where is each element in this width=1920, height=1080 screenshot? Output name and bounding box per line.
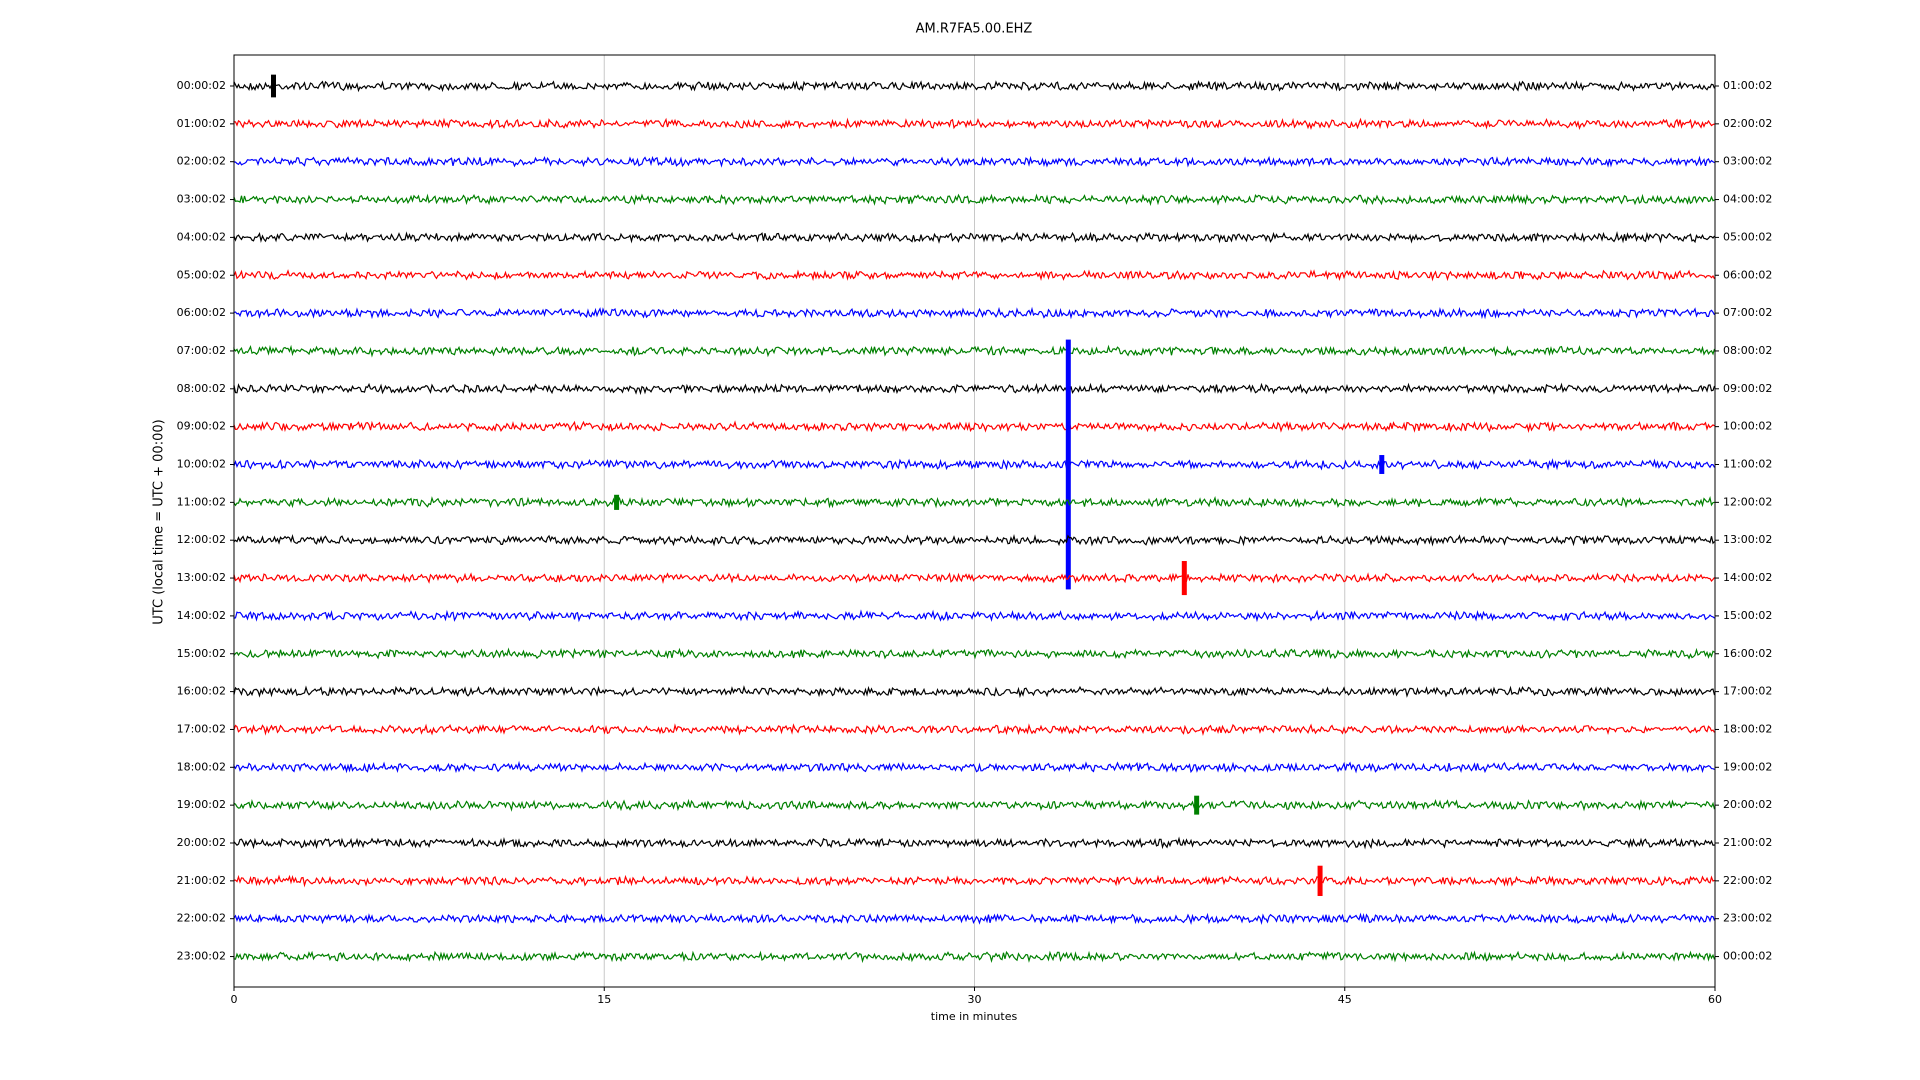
trace-noise: [233, 912, 1716, 925]
trace-noise: [233, 193, 1715, 207]
y-tick-label: 07:00:02: [177, 344, 226, 357]
trace-noise: [233, 836, 1715, 850]
y2-tick-label: 06:00:02: [1723, 268, 1772, 281]
y-tick-label: 22:00:02: [177, 912, 226, 925]
y-tick-label: 20:00:02: [177, 836, 226, 849]
y2-tick-label: 10:00:02: [1723, 420, 1772, 433]
event-burst: [614, 494, 620, 510]
event-burst: [1065, 339, 1071, 590]
y-tick-label: 02:00:02: [177, 155, 226, 168]
y2-tick-label: 12:00:02: [1723, 495, 1772, 508]
event-burst: [1181, 561, 1187, 596]
y-tick-label: 14:00:02: [177, 609, 226, 622]
y2-tick-label: 09:00:02: [1723, 382, 1772, 395]
trace-noise: [233, 231, 1715, 244]
y-tick-label: 08:00:02: [177, 382, 226, 395]
x-tick-label: 30: [968, 993, 982, 1006]
event-burst: [270, 74, 276, 98]
y2-tick-label: 03:00:02: [1723, 155, 1772, 168]
y2-tick-label: 19:00:02: [1723, 760, 1772, 773]
trace-noise: [233, 533, 1715, 547]
x-tick-label: 15: [597, 993, 611, 1006]
x-tick-label: 0: [231, 993, 238, 1006]
y2-tick-label: 17:00:02: [1723, 685, 1772, 698]
y2-tick-label: 21:00:02: [1723, 836, 1772, 849]
y-tick-label: 03:00:02: [177, 193, 226, 206]
y2-tick-label: 01:00:02: [1723, 79, 1772, 92]
trace-noise: [233, 950, 1716, 964]
trace-noise: [233, 495, 1715, 509]
trace-noise: [233, 117, 1715, 130]
trace-noise: [233, 420, 1715, 433]
y2-tick-label: 08:00:02: [1723, 344, 1772, 357]
trace-noise: [233, 155, 1715, 168]
y-tick-label: 11:00:02: [177, 495, 226, 508]
trace-noise: [233, 306, 1716, 320]
y2-tick-label: 15:00:02: [1723, 609, 1772, 622]
chart-title: AM.R7FA5.00.EHZ: [916, 22, 1033, 37]
y2-tick-label: 18:00:02: [1723, 722, 1772, 735]
x-tick-label: 60: [1708, 993, 1722, 1006]
trace-noise: [233, 723, 1716, 737]
plot-frame: [233, 54, 1716, 988]
trace-noise: [233, 344, 1716, 358]
y-tick-label: 01:00:02: [177, 117, 226, 130]
trace-noise: [233, 647, 1715, 660]
y2-tick-label: 22:00:02: [1723, 874, 1772, 887]
y-tick-label: 12:00:02: [177, 533, 226, 546]
y-tick-label: 00:00:02: [177, 79, 226, 92]
y2-tick-label: 13:00:02: [1723, 533, 1772, 546]
trace-noise: [233, 685, 1716, 699]
y-axis-label: UTC (local time = UTC + 00:00): [152, 419, 167, 624]
event-burst: [1317, 865, 1323, 896]
trace-noise: [233, 269, 1716, 282]
event-burst: [1194, 795, 1200, 815]
y-tick-label: 23:00:02: [177, 950, 226, 963]
y-tick-label: 21:00:02: [177, 874, 226, 887]
y-tick-label: 19:00:02: [177, 798, 226, 811]
trace-noise: [233, 874, 1715, 888]
y-tick-label: 09:00:02: [177, 420, 226, 433]
y-tick-label: 10:00:02: [177, 458, 226, 471]
y2-tick-label: 11:00:02: [1723, 458, 1772, 471]
event-burst: [1379, 455, 1385, 474]
y-tick-label: 16:00:02: [177, 685, 226, 698]
trace-noise: [233, 382, 1716, 396]
y-tick-label: 17:00:02: [177, 722, 226, 735]
y2-tick-label: 23:00:02: [1723, 912, 1772, 925]
trace-noise: [233, 760, 1715, 774]
y2-tick-label: 14:00:02: [1723, 571, 1772, 584]
y-tick-label: 04:00:02: [177, 230, 226, 243]
y2-tick-label: 16:00:02: [1723, 647, 1772, 660]
trace-noise: [233, 572, 1715, 584]
x-tick-label: 45: [1338, 993, 1352, 1006]
y2-tick-label: 07:00:02: [1723, 306, 1772, 319]
y2-tick-label: 00:00:02: [1723, 950, 1772, 963]
trace-noise: [233, 80, 1716, 93]
y2-tick-label: 05:00:02: [1723, 230, 1772, 243]
y-tick-label: 15:00:02: [177, 647, 226, 660]
trace-noise: [233, 609, 1715, 623]
y2-tick-label: 20:00:02: [1723, 798, 1772, 811]
y-tick-label: 05:00:02: [177, 268, 226, 281]
y2-tick-label: 04:00:02: [1723, 193, 1772, 206]
x-axis-label: time in minutes: [931, 1010, 1018, 1023]
y-tick-label: 13:00:02: [177, 571, 226, 584]
trace-noise: [233, 458, 1716, 471]
y2-tick-label: 02:00:02: [1723, 117, 1772, 130]
y-tick-label: 06:00:02: [177, 306, 226, 319]
y-tick-label: 18:00:02: [177, 760, 226, 773]
trace-noise: [233, 798, 1716, 812]
